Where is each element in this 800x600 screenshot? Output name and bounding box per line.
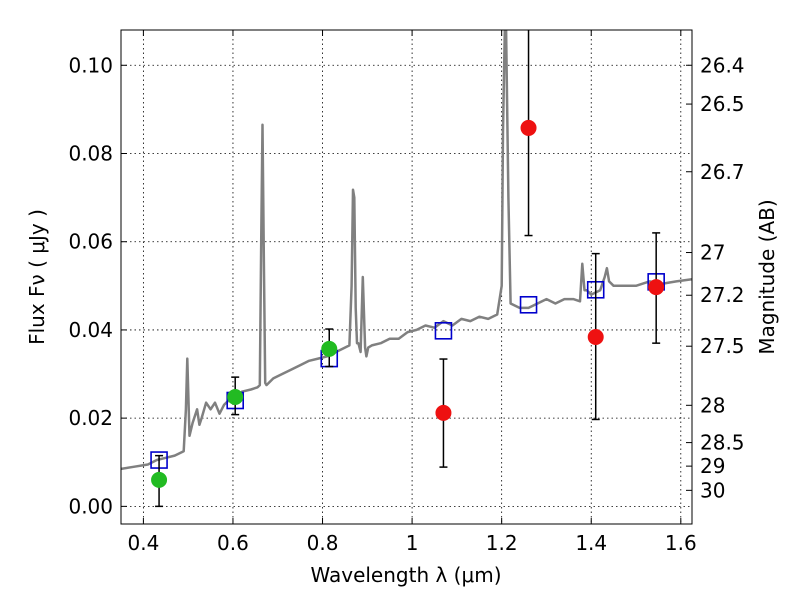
plot-content — [121, 30, 692, 508]
y-tick-label: 0.08 — [68, 142, 113, 166]
model-photometry-square — [519, 295, 538, 314]
y-tick-label: 0.00 — [68, 494, 113, 518]
x-tick-label: 1.6 — [665, 531, 697, 555]
axes: 0.4 0.6 0.8 1 1.2 1.4 1.6 0.00 0.02 0.04 0.06 0.08 0… — [68, 30, 745, 555]
plot-area — [121, 30, 692, 508]
model-spectrum-line — [121, 30, 692, 471]
observed-data-point — [321, 340, 338, 357]
x-tick-label: 1.4 — [575, 531, 607, 555]
y-tick-label: 0.04 — [68, 318, 113, 342]
magnitude-tick-label: 26.4 — [700, 53, 745, 77]
magnitude-tick-label: 27.2 — [700, 283, 745, 307]
y-axis-label: Flux Fν ( μJy ) — [25, 209, 49, 345]
plot-frame — [120, 29, 693, 525]
magnitude-tick-label: 27.5 — [700, 334, 745, 358]
x-tick-label: 1.2 — [486, 531, 518, 555]
observed-data-point — [587, 328, 604, 345]
magnitude-tick-label: 29 — [700, 454, 725, 478]
magnitude-tick-label: 26.5 — [700, 92, 745, 116]
observed-data-point — [151, 471, 168, 488]
y2-axis-label: Magnitude (AB) — [755, 199, 779, 354]
observed-data-point — [648, 279, 665, 296]
grid — [121, 30, 692, 524]
observed-data-point — [227, 388, 244, 405]
magnitude-tick-label: 27 — [700, 241, 725, 265]
x-axis-label: Wavelength λ (μm) — [310, 563, 501, 587]
model-photometry-square — [434, 322, 453, 340]
observed-data-point — [520, 119, 537, 136]
magnitude-tick-label: 28 — [700, 393, 725, 417]
magnitude-tick-label: 26.7 — [700, 160, 745, 184]
observed-data-point — [435, 404, 452, 421]
x-tick-label: 0.6 — [217, 531, 249, 555]
y-tick-label: 0.10 — [68, 53, 113, 77]
magnitude-tick-label: 30 — [700, 478, 725, 502]
x-tick-label: 0.8 — [307, 531, 339, 555]
x-tick-label: 0.4 — [127, 531, 159, 555]
x-tick-label: 1 — [406, 531, 419, 555]
magnitude-tick-label: 28.5 — [700, 431, 745, 455]
y-tick-label: 0.02 — [68, 406, 113, 430]
y-tick-label: 0.06 — [68, 230, 113, 254]
